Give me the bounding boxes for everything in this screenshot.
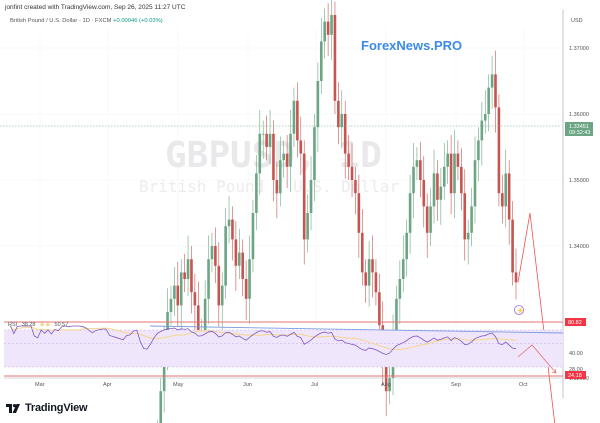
- price-tick: 1.34000: [569, 244, 589, 250]
- bar-countdown: 09:32:43: [569, 130, 590, 136]
- time-tick: May: [173, 382, 184, 388]
- time-tick: Aug: [381, 382, 391, 388]
- price-tick: 1.36000: [569, 112, 589, 118]
- rsi-label: RSI: [8, 322, 18, 328]
- last-price-value: 1.33451: [569, 124, 589, 130]
- rsi-trendline: [149, 325, 564, 334]
- svg-text:RSI 38.28 ◆ ◆: RSI 38.28 ◆ ◆ 50.57: [8, 322, 68, 328]
- rsi-pane[interactable]: RSI 38.28 ◆ ◆ 50.57 80.82 40.00 28.00 24…: [4, 318, 586, 379]
- rsi-ma-value: 50.57: [55, 322, 69, 328]
- brand-watermark: ForexNews.PRO: [361, 38, 462, 53]
- rsi-line: [10, 325, 517, 355]
- credit-text: jonfint created with TradingView.com, Se…: [5, 4, 186, 11]
- time-tick: Apr: [103, 382, 112, 388]
- rsi-ma-line: [10, 325, 517, 350]
- economic-event-marker[interactable]: ⚡: [514, 305, 525, 315]
- tradingview-brand: TradingView: [25, 402, 88, 414]
- price-change: +0.00046 (+0.03%): [113, 18, 163, 24]
- rsi-band-fill: [4, 330, 563, 367]
- tradingview-logo[interactable]: TradingView: [6, 402, 88, 414]
- symbol-description: British Pound / U.S. Dollar · 1D · FXCM: [10, 18, 112, 24]
- tradingview-logo-icon: [6, 403, 20, 413]
- rsi-upper-tag: 80.82: [568, 320, 582, 326]
- rsi-projection-arrow: [517, 344, 557, 374]
- time-tick: Mar: [35, 382, 45, 388]
- candlestick-series: [157, 0, 518, 423]
- rsi-lower-tag: 24.18: [568, 373, 582, 379]
- time-axis[interactable]: Mar Apr May Jun Jul Aug Sep Oct: [35, 382, 528, 388]
- time-tick: Jun: [243, 382, 252, 388]
- rsi-value: 38.28: [22, 322, 36, 328]
- symbol-legend: British Pound / U.S. Dollar · 1D · FXCM …: [10, 18, 163, 24]
- rsi-tick-28: 28.00: [569, 367, 583, 373]
- rsi-tick-40: 40.00: [569, 351, 583, 357]
- price-tick: 1.35000: [569, 178, 589, 184]
- time-tick: Jul: [311, 382, 318, 388]
- last-price-tag: 1.33451 09:32:43: [565, 122, 593, 136]
- time-tick: Oct: [519, 382, 528, 388]
- time-tick: Sep: [451, 382, 461, 388]
- watermark-description: British Pound / U.S. Dollar: [139, 177, 399, 196]
- price-tick: 1.37000: [569, 46, 589, 52]
- currency-label: USD: [571, 18, 583, 24]
- lightning-icon: ⚡: [517, 306, 524, 314]
